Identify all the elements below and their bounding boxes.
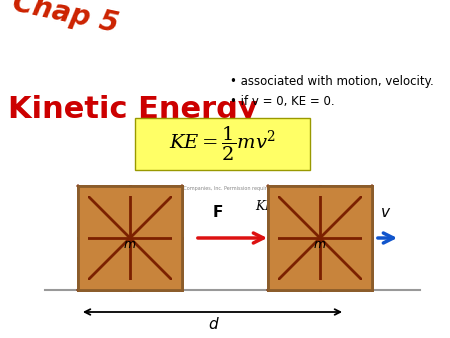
Bar xyxy=(78,186,182,196)
Text: m: m xyxy=(314,238,326,250)
Text: d: d xyxy=(208,317,218,332)
Bar xyxy=(78,186,182,290)
Text: F: F xyxy=(213,205,223,220)
Bar xyxy=(268,186,372,290)
Text: Kinetic Energy: Kinetic Energy xyxy=(8,95,258,124)
Bar xyxy=(268,186,372,290)
Bar xyxy=(268,186,372,196)
Bar xyxy=(172,186,182,290)
Text: m: m xyxy=(124,238,136,250)
Text: • associated with motion, velocity.: • associated with motion, velocity. xyxy=(230,75,434,88)
Bar xyxy=(268,280,372,290)
Text: Copyright © The McGraw-Hill Companies, Inc. Permission required for reproduction: Copyright © The McGraw-Hill Companies, I… xyxy=(110,185,340,191)
Text: $KE = 0$: $KE = 0$ xyxy=(80,196,123,210)
Bar xyxy=(78,186,182,290)
Bar xyxy=(78,186,88,290)
Text: v: v xyxy=(381,205,390,220)
Text: $v = 0$: $v = 0$ xyxy=(80,212,112,226)
Bar xyxy=(362,186,372,290)
Text: $KE = \frac{1}{2}mv^2$: $KE = \frac{1}{2}mv^2$ xyxy=(255,196,322,218)
Text: Chap 5: Chap 5 xyxy=(10,0,121,38)
Text: • if v = 0, KE = 0.: • if v = 0, KE = 0. xyxy=(230,95,335,108)
Bar xyxy=(135,118,310,170)
Bar xyxy=(268,186,278,290)
Bar xyxy=(78,280,182,290)
Text: $KE = \dfrac{1}{2}mv^2$: $KE = \dfrac{1}{2}mv^2$ xyxy=(169,125,276,163)
